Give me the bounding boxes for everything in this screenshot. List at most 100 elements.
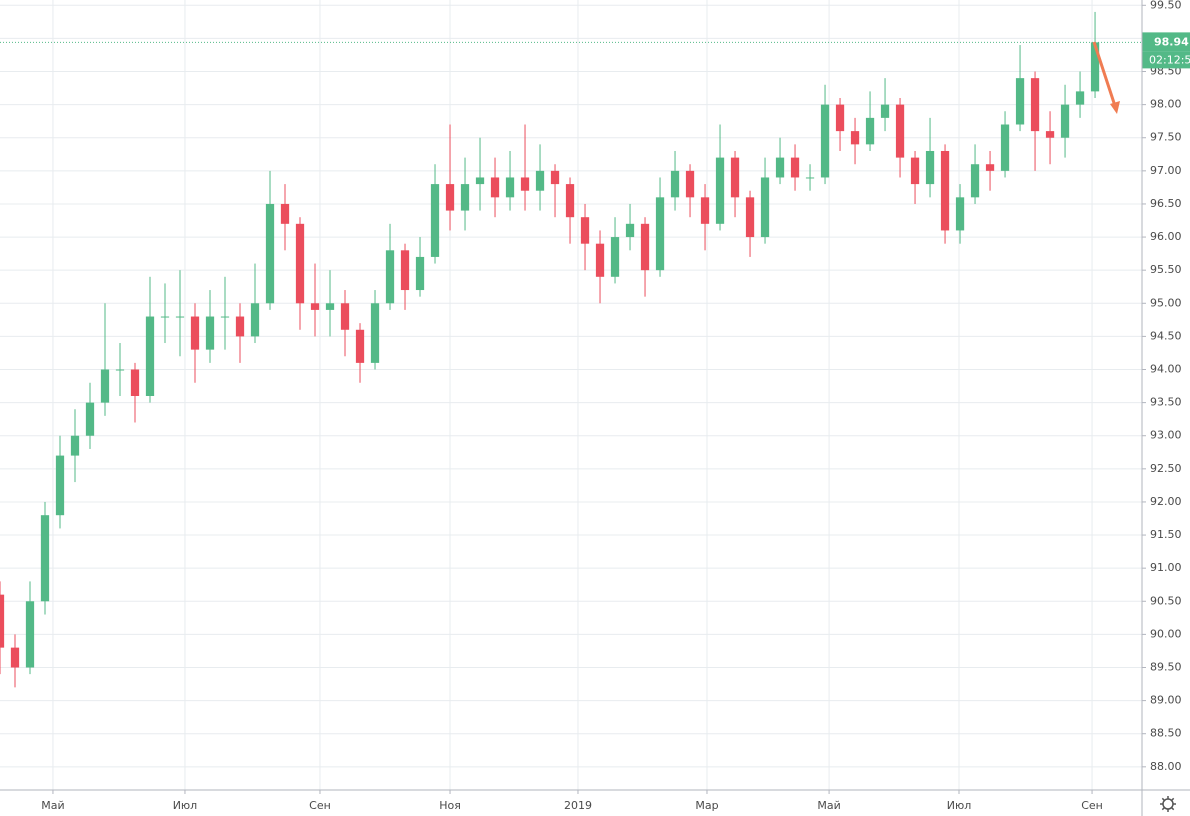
countdown-box <box>1142 51 1190 69</box>
y-tick-label: 97.00 <box>1150 164 1182 177</box>
candle-body <box>790 157 800 178</box>
candle-body <box>550 170 560 185</box>
candle-body <box>910 157 920 185</box>
candle-body <box>670 170 680 198</box>
x-tick-label: Сен <box>309 799 331 812</box>
candle-body <box>760 177 770 238</box>
y-tick-label: 90.50 <box>1150 594 1182 607</box>
candle-body <box>1030 78 1040 132</box>
y-tick-label: 93.50 <box>1150 396 1182 409</box>
y-tick-label: 89.50 <box>1150 660 1182 673</box>
y-tick-label: 99.50 <box>1150 0 1182 11</box>
candle-body <box>340 303 350 330</box>
candle-body <box>145 316 155 396</box>
y-tick-label: 89.00 <box>1150 694 1182 707</box>
y-tick-label: 92.50 <box>1150 462 1182 475</box>
y-tick-label: 96.00 <box>1150 230 1182 243</box>
candle-body <box>175 316 185 318</box>
candle-body <box>535 170 545 191</box>
x-tick-label: Май <box>817 799 840 812</box>
candle-body <box>730 157 740 198</box>
candle-body <box>280 203 290 224</box>
x-tick-label: Ноя <box>439 799 461 812</box>
candle-body <box>460 184 470 211</box>
candle-body <box>805 177 815 179</box>
y-tick-label: 95.50 <box>1150 263 1182 276</box>
countdown-label: 02:12:5 <box>1149 53 1190 66</box>
y-tick-label: 91.00 <box>1150 561 1182 574</box>
settings-icon[interactable] <box>1160 796 1176 812</box>
candle-body <box>85 402 95 436</box>
candle-body <box>820 104 830 178</box>
y-tick-label: 96.50 <box>1150 197 1182 210</box>
candle-body <box>445 184 455 211</box>
candle-body <box>205 316 215 350</box>
candle-body <box>55 455 65 516</box>
candle-body <box>700 197 710 224</box>
candle-body <box>0 594 5 648</box>
candle-body <box>595 243 605 277</box>
x-tick-label: Июл <box>947 799 972 812</box>
candle-body <box>265 203 275 304</box>
candle-body <box>1015 78 1025 125</box>
candle-body <box>610 237 620 277</box>
y-tick-label: 94.50 <box>1150 329 1182 342</box>
candle-body <box>925 150 935 185</box>
candle-body <box>475 177 485 185</box>
candle-body <box>880 104 890 118</box>
x-tick-label: Июл <box>173 799 198 812</box>
y-tick-label: 90.00 <box>1150 627 1182 640</box>
candle-body <box>415 256 425 291</box>
candle-body <box>490 177 500 198</box>
candle-body <box>235 316 245 337</box>
y-tick-label: 92.00 <box>1150 495 1182 508</box>
x-tick-label: 2019 <box>564 799 592 812</box>
candle-body <box>1075 91 1085 105</box>
candle-body <box>865 117 875 145</box>
candle-body <box>625 223 635 238</box>
candle-body <box>160 316 170 318</box>
candle-body <box>850 131 860 145</box>
candle-body <box>775 157 785 178</box>
candle-body <box>325 303 335 310</box>
candle-body <box>955 197 965 231</box>
candle-body <box>895 104 905 158</box>
candle-body <box>640 223 650 271</box>
candle-body <box>70 435 80 456</box>
candle-body <box>385 250 395 304</box>
y-tick-label: 88.50 <box>1150 727 1182 740</box>
arrow-annotation <box>1092 41 1120 114</box>
candle-body <box>370 303 380 363</box>
candle-body <box>985 164 995 171</box>
x-tick-label: Май <box>41 799 64 812</box>
candle-body <box>310 303 320 310</box>
y-tick-label: 95.00 <box>1150 296 1182 309</box>
candle-body <box>970 164 980 198</box>
candle-body <box>190 316 200 350</box>
candle-body <box>835 104 845 132</box>
candle-body <box>520 177 530 191</box>
candle-body <box>40 515 50 602</box>
y-tick-label: 93.00 <box>1150 429 1182 442</box>
candle-body <box>295 223 305 304</box>
candle-body <box>505 177 515 198</box>
candle-body <box>25 601 35 668</box>
candle-body <box>715 157 725 224</box>
candle-body <box>565 184 575 218</box>
candle-body <box>130 369 140 396</box>
candle-body <box>10 647 20 668</box>
candle-body <box>745 197 755 238</box>
last-price-box <box>1142 32 1190 52</box>
last-price-label: 98.94 <box>1154 35 1189 48</box>
candle-body <box>355 329 365 363</box>
candle-body <box>1000 124 1010 171</box>
candle-body <box>685 170 695 198</box>
candle-body <box>940 150 950 231</box>
y-tick-label: 91.50 <box>1150 528 1182 541</box>
y-tick-label: 88.00 <box>1150 760 1182 773</box>
x-tick-label: Сен <box>1081 799 1103 812</box>
candle-body <box>400 250 410 291</box>
candle-body <box>100 369 110 403</box>
candle-body <box>580 217 590 244</box>
